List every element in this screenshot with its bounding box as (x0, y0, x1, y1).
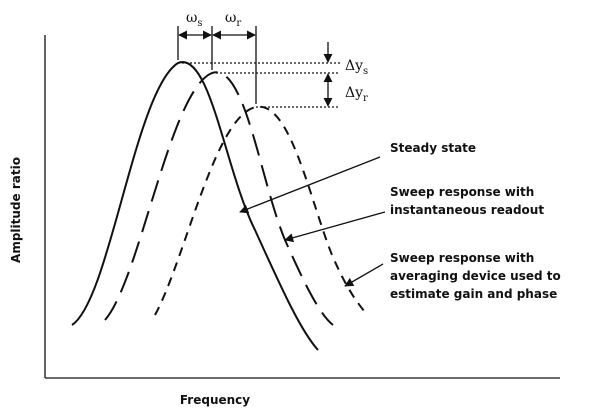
steady-state-curve (71, 61, 319, 351)
instantaneous-curve (104, 71, 334, 326)
annotation: estimate gain and phase (390, 287, 557, 301)
annotation: Sweep response with (390, 251, 534, 265)
subscript: s (363, 66, 368, 77)
annotation-arrow (284, 211, 386, 243)
omega-r-label: ωr (225, 10, 241, 29)
annotation: Sweep response with (390, 185, 534, 199)
annotation: averaging device used to (390, 269, 561, 283)
omega-s-label: ωs (186, 10, 203, 29)
symbol: Δy (345, 85, 363, 101)
symbol: ω (186, 10, 197, 26)
annotation: instantaneous readout (390, 203, 544, 217)
symbol: Δy (345, 58, 363, 74)
subscript: s (197, 18, 202, 29)
y-axis-label: Amplitude ratio (9, 157, 23, 263)
averaging-curve (154, 105, 366, 316)
x-axis-label: Frequency (180, 393, 250, 407)
delta-r-label: Δyr (345, 85, 368, 104)
annotation: Steady state (390, 141, 476, 155)
annotation-arrow (344, 263, 384, 287)
symbol: ω (225, 10, 236, 26)
annotation-arrow (239, 156, 381, 214)
delta-s-label: Δys (345, 58, 368, 77)
subscript: r (363, 93, 368, 104)
subscript: r (236, 18, 241, 29)
